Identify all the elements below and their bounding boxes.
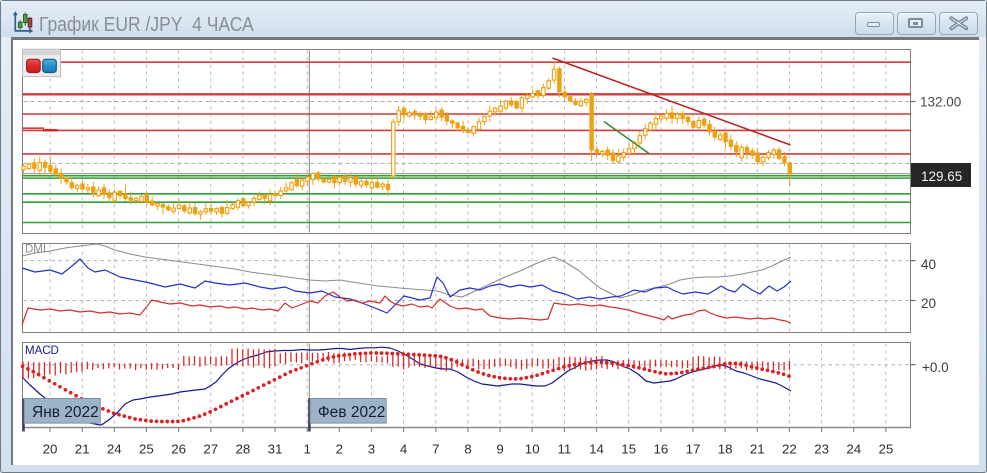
svg-text:2: 2 (336, 442, 343, 457)
svg-text:40: 40 (921, 257, 936, 272)
svg-text:129.65: 129.65 (921, 169, 962, 184)
svg-text:22: 22 (782, 442, 797, 457)
svg-text:15: 15 (621, 442, 636, 457)
svg-text:24: 24 (107, 442, 122, 457)
svg-text:14: 14 (589, 442, 604, 457)
svg-text:25: 25 (139, 442, 154, 457)
svg-text:23: 23 (814, 442, 829, 457)
svg-text:DMI: DMI (25, 244, 46, 256)
svg-text:21: 21 (75, 442, 90, 457)
svg-text:MACD: MACD (25, 345, 59, 357)
svg-text:8: 8 (464, 442, 471, 457)
svg-text:9: 9 (496, 442, 503, 457)
svg-text:24: 24 (846, 442, 861, 457)
svg-text:+0.0: +0.0 (922, 360, 949, 375)
svg-text:Фев 2022: Фев 2022 (318, 404, 385, 421)
svg-text:10: 10 (525, 442, 540, 457)
svg-text:Янв 2022: Янв 2022 (32, 404, 99, 421)
svg-text:20: 20 (921, 296, 936, 311)
svg-text:27: 27 (203, 442, 218, 457)
svg-text:31: 31 (268, 442, 283, 457)
svg-text:11: 11 (557, 442, 571, 457)
svg-text:20: 20 (43, 442, 58, 457)
svg-text:28: 28 (236, 442, 251, 457)
svg-text:21: 21 (750, 442, 765, 457)
svg-text:1: 1 (303, 442, 310, 457)
svg-text:3: 3 (368, 442, 375, 457)
svg-text:4: 4 (400, 442, 407, 457)
svg-text:7: 7 (432, 442, 439, 457)
svg-text:25: 25 (879, 442, 894, 457)
svg-text:26: 26 (171, 442, 186, 457)
svg-text:16: 16 (654, 442, 669, 457)
svg-text:17: 17 (686, 442, 701, 457)
svg-text:18: 18 (718, 442, 733, 457)
svg-text:132.00: 132.00 (920, 95, 961, 110)
